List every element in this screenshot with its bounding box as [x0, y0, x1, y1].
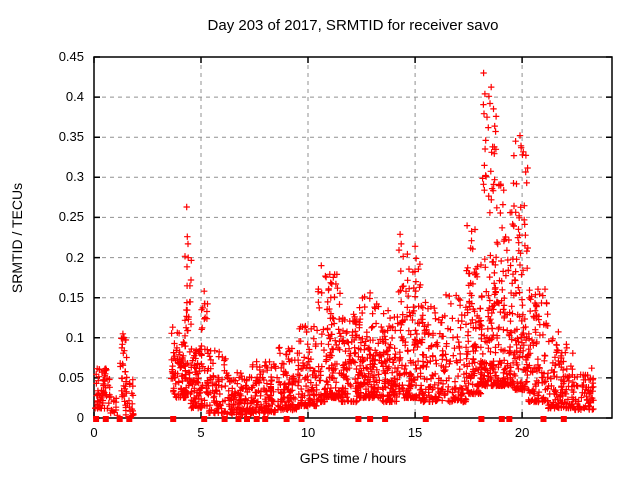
- zero-flag-square: [478, 416, 485, 422]
- zero-flag-square: [170, 416, 177, 422]
- y-axis-tick-label: 0.15: [58, 289, 84, 305]
- y-axis-tick-label: 0.35: [58, 129, 84, 145]
- zero-flag-square: [560, 416, 567, 422]
- y-axis-tick-label: 0.1: [65, 329, 84, 345]
- y-axis-tick-label: 0.3: [65, 169, 84, 185]
- y-axis-tick-label: 0.45: [58, 49, 84, 64]
- zero-flag-square: [498, 416, 505, 422]
- zero-flag-square: [244, 416, 250, 422]
- zero-flag-square: [298, 416, 305, 422]
- zero-flag-square: [221, 416, 228, 422]
- zero-flag-square: [93, 416, 100, 422]
- zero-flag-square: [262, 416, 269, 422]
- zero-flag-square: [506, 416, 513, 422]
- x-axis-tick-label: 5: [197, 425, 205, 440]
- zero-flag-square: [382, 416, 389, 422]
- x-axis-tick-label: 15: [407, 425, 423, 440]
- y-axis-tick-label: 0.05: [58, 369, 84, 385]
- scatter-plus-markers: [92, 69, 597, 419]
- zero-flag-square: [355, 416, 362, 422]
- plot-border: [93, 56, 613, 419]
- zero-flag-square: [540, 416, 547, 422]
- x-axis-tick-label: 0: [90, 425, 98, 440]
- y-axis-tick-label: 0.2: [65, 249, 84, 265]
- zero-flag-square: [253, 416, 260, 422]
- zero-flag-square: [116, 416, 123, 422]
- zero-flag-square: [283, 416, 290, 422]
- y-axis-title: SRMTID / TECUs: [9, 182, 25, 294]
- chart-title: Day 203 of 2017, SRMTID for receiver sav…: [207, 17, 499, 34]
- y-axis-tick-label: 0.25: [58, 209, 84, 225]
- y-axis-tick-label: 0.4: [65, 89, 84, 105]
- x-axis-tick-label: 10: [300, 425, 316, 440]
- zero-flag-square: [102, 416, 109, 422]
- zero-flag-square: [367, 416, 374, 422]
- zero-flag-square: [235, 416, 242, 422]
- zero-flag-square: [126, 416, 133, 422]
- zero-flag-square: [422, 416, 429, 422]
- y-axis-tick-label: 0: [76, 410, 84, 425]
- zero-flag-square: [201, 416, 208, 422]
- x-axis-title: GPS time / hours: [299, 450, 407, 466]
- x-axis-tick-label: 20: [514, 425, 530, 440]
